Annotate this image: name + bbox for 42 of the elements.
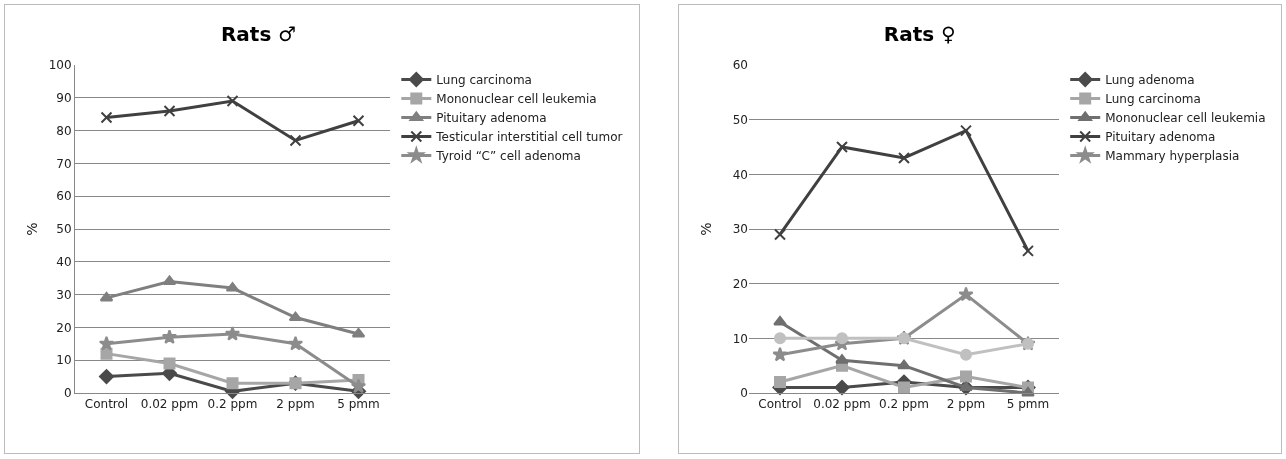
x-tick-label: 0.02 ppm: [140, 397, 199, 412]
chart-title: Rats ♀: [883, 22, 956, 47]
x-tick-label: 0.2 ppm: [207, 397, 258, 412]
y-tick-label: 40: [56, 255, 72, 269]
x-tick-label: 5 pmm: [1006, 397, 1050, 412]
y-tick-label: 20: [56, 320, 72, 335]
legend-label: Mononuclear cell leukemia: [1105, 111, 1266, 126]
x-tick-label: Control: [758, 397, 802, 412]
legend-label: Pituitary adenoma: [436, 111, 547, 126]
y-tick-label: 50: [56, 222, 72, 237]
y-tick-label: 100: [48, 58, 72, 73]
legend-label: Pituitary adenoma: [1105, 130, 1216, 145]
legend-label: Mononuclear cell leukemia: [436, 92, 597, 107]
y-axis-title: %: [24, 222, 40, 236]
legend-label: Tyroid “C” cell adenoma: [435, 149, 581, 164]
y-tick-label: 30: [56, 287, 72, 302]
chart-title: Rats ♂: [220, 22, 297, 47]
legend-label: Testicular interstitial cell tumor: [435, 130, 623, 145]
y-tick-label: 60: [732, 58, 748, 73]
legend-label: Mammary hyperplasia: [1105, 149, 1240, 164]
legend-label: Lung carcinoma: [436, 73, 532, 88]
x-tick-label: Control: [84, 397, 129, 412]
x-tick-label: 2 ppm: [946, 397, 986, 412]
x-tick-label: 0.02 ppm: [813, 397, 871, 412]
x-tick-label: 5 pmm: [337, 397, 380, 412]
y-tick-label: 20: [732, 276, 748, 291]
y-tick-label: 40: [732, 167, 748, 182]
y-tick-label: 30: [732, 222, 748, 237]
legend-label: Lung carcinoma: [1105, 92, 1201, 107]
y-tick-label: 60: [56, 189, 72, 204]
legend-label: Lung adenoma: [1105, 73, 1195, 88]
y-tick-label: 50: [732, 112, 748, 127]
y-tick-label: 70: [56, 156, 72, 171]
y-tick-label: 10: [56, 353, 72, 368]
x-tick-label: 0.2 ppm: [879, 397, 929, 412]
y-tick-label: 0: [740, 386, 748, 401]
y-axis-title: %: [698, 222, 714, 236]
y-tick-label: 80: [56, 123, 72, 138]
y-tick-label: 90: [56, 91, 72, 105]
x-tick-label: 2 ppm: [276, 397, 315, 412]
y-tick-label: 10: [732, 331, 748, 346]
y-tick-label: 0: [63, 386, 72, 401]
